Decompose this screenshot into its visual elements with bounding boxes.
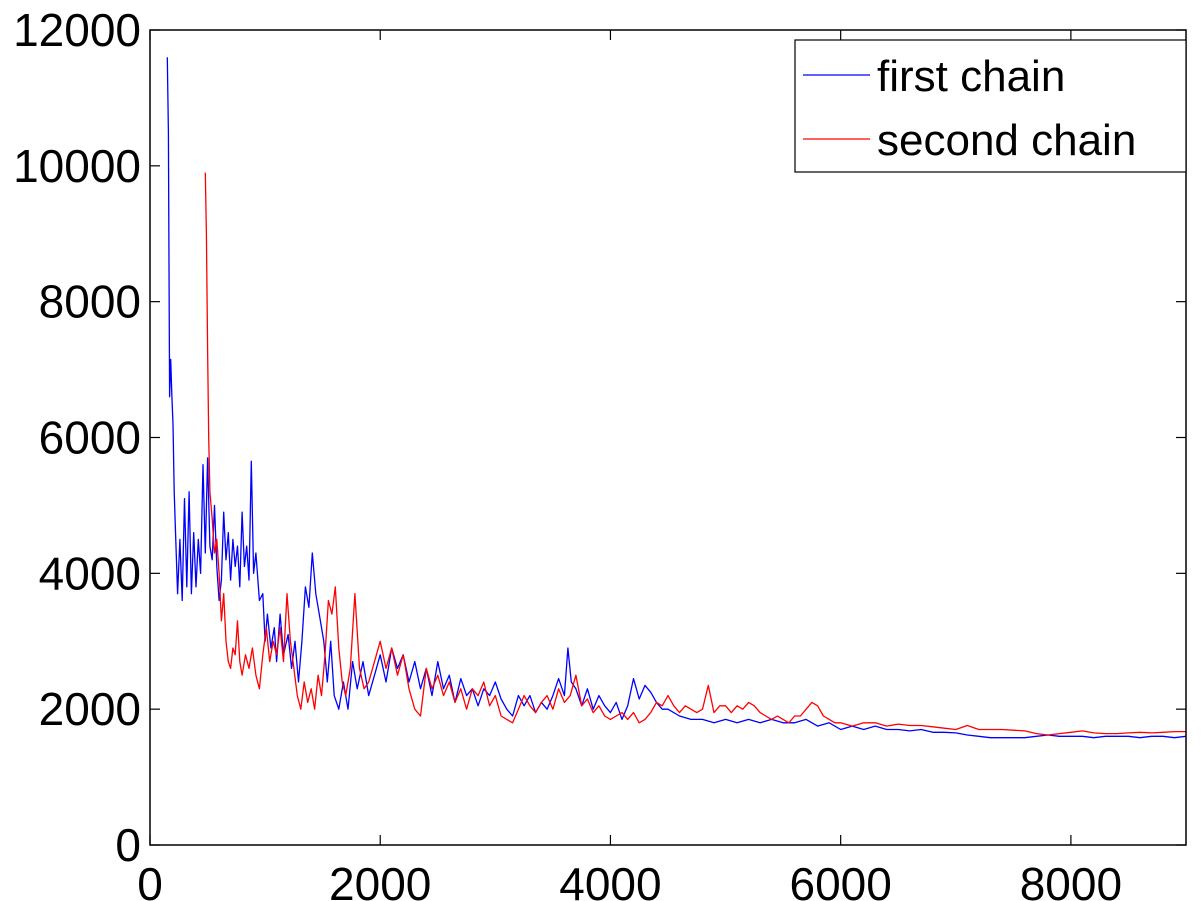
series-line-1 [166, 57, 1187, 739]
x-tick-label: 4000 [559, 858, 661, 901]
y-tick-label: 12000 [13, 4, 141, 56]
x-tick-label: 6000 [789, 858, 891, 901]
y-tick-label: 2000 [39, 683, 141, 735]
y-tick-label: 8000 [39, 276, 141, 328]
y-tick-label: 4000 [39, 547, 141, 599]
y-tick-label: 0 [115, 819, 141, 871]
legend-label: second chain [877, 116, 1136, 165]
series-layer [166, 57, 1187, 739]
y-tick-label: 10000 [13, 140, 141, 192]
series-line-2 [204, 172, 1186, 736]
axes: 0 2000 4000 6000 8000 0 2000 4000 6000 8000 10000 1… [13, 4, 1187, 901]
x-tick-label: 8000 [1020, 858, 1122, 901]
legend: first chain second chain [794, 39, 1187, 173]
x-tick-label: 0 [137, 858, 163, 901]
legend-box [794, 39, 1187, 173]
x-tick-label: 2000 [329, 858, 431, 901]
legend-label: first chain [877, 52, 1065, 101]
y-tick-label: 6000 [39, 412, 141, 464]
